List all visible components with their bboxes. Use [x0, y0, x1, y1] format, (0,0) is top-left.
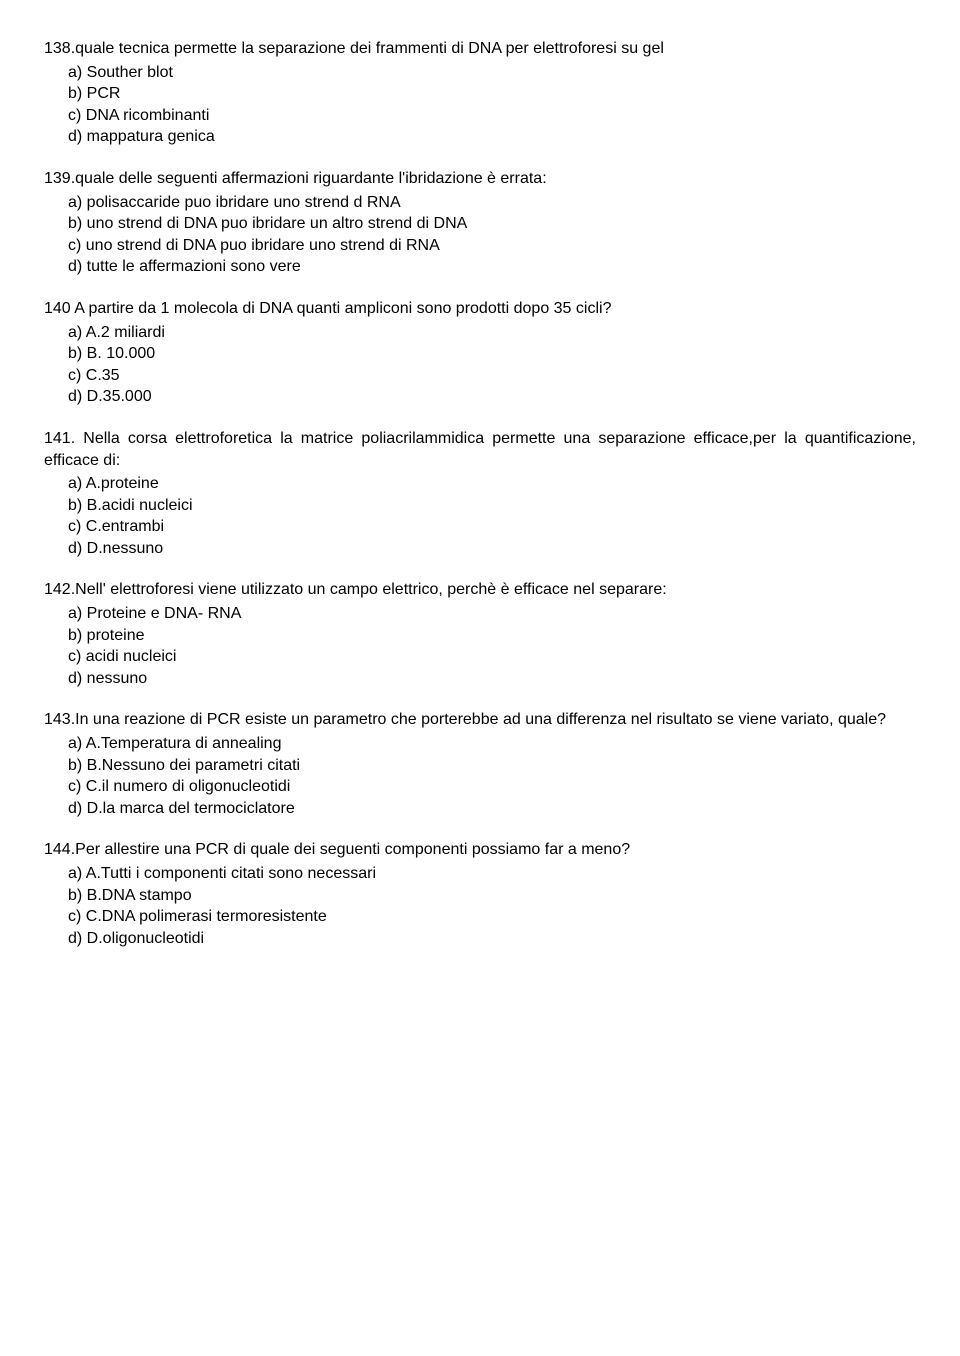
option-item: b) B.Nessuno dei parametri citati: [68, 755, 916, 777]
options-list: a) polisaccaride puo ibridare uno strend…: [44, 192, 916, 278]
option-item: d) mappatura genica: [68, 126, 916, 148]
option-item: a) Proteine e DNA- RNA: [68, 603, 916, 625]
question-text: 138.quale tecnica permette la separazion…: [44, 38, 916, 60]
question-text: 139.quale delle seguenti affermazioni ri…: [44, 168, 916, 190]
options-list: a) A.2 miliardib) B. 10.000c) C.35d) D.3…: [44, 322, 916, 408]
document-body: 138.quale tecnica permette la separazion…: [44, 38, 916, 949]
question-block: 139.quale delle seguenti affermazioni ri…: [44, 168, 916, 278]
question-block: 138.quale tecnica permette la separazion…: [44, 38, 916, 148]
options-list: a) Proteine e DNA- RNAb) proteinec) acid…: [44, 603, 916, 689]
options-list: a) A.Temperatura di annealingb) B.Nessun…: [44, 733, 916, 819]
option-item: c) C.entrambi: [68, 516, 916, 538]
option-item: a) polisaccaride puo ibridare uno strend…: [68, 192, 916, 214]
option-item: c) C.35: [68, 365, 916, 387]
question-block: 142.Nell' elettroforesi viene utilizzato…: [44, 579, 916, 689]
option-item: a) Souther blot: [68, 62, 916, 84]
option-item: d) D.la marca del termociclatore: [68, 798, 916, 820]
option-item: b) uno strend di DNA puo ibridare un alt…: [68, 213, 916, 235]
options-list: a) A.Tutti i componenti citati sono nece…: [44, 863, 916, 949]
option-item: c) DNA ricombinanti: [68, 105, 916, 127]
question-block: 143.In una reazione di PCR esiste un par…: [44, 709, 916, 819]
option-item: a) A.proteine: [68, 473, 916, 495]
option-item: b) proteine: [68, 625, 916, 647]
option-item: b) B. 10.000: [68, 343, 916, 365]
option-item: d) nessuno: [68, 668, 916, 690]
question-block: 144.Per allestire una PCR di quale dei s…: [44, 839, 916, 949]
question-text: 141. Nella corsa elettroforetica la matr…: [44, 428, 916, 471]
options-list: a) Souther blotb) PCRc) DNA ricombinanti…: [44, 62, 916, 148]
option-item: d) D.nessuno: [68, 538, 916, 560]
option-item: b) B.acidi nucleici: [68, 495, 916, 517]
question-text: 144.Per allestire una PCR di quale dei s…: [44, 839, 916, 861]
option-item: b) PCR: [68, 83, 916, 105]
question-text: 143.In una reazione di PCR esiste un par…: [44, 709, 916, 731]
option-item: d) tutte le affermazioni sono vere: [68, 256, 916, 278]
question-block: 141. Nella corsa elettroforetica la matr…: [44, 428, 916, 560]
option-item: a) A.2 miliardi: [68, 322, 916, 344]
question-text: 140 A partire da 1 molecola di DNA quant…: [44, 298, 916, 320]
option-item: b) B.DNA stampo: [68, 885, 916, 907]
option-item: c) acidi nucleici: [68, 646, 916, 668]
options-list: a) A.proteineb) B.acidi nucleicic) C.ent…: [44, 473, 916, 559]
option-item: c) C.DNA polimerasi termoresistente: [68, 906, 916, 928]
option-item: a) A.Temperatura di annealing: [68, 733, 916, 755]
option-item: a) A.Tutti i componenti citati sono nece…: [68, 863, 916, 885]
option-item: d) D.35.000: [68, 386, 916, 408]
option-item: d) D.oligonucleotidi: [68, 928, 916, 950]
question-text: 142.Nell' elettroforesi viene utilizzato…: [44, 579, 916, 601]
option-item: c) uno strend di DNA puo ibridare uno st…: [68, 235, 916, 257]
question-block: 140 A partire da 1 molecola di DNA quant…: [44, 298, 916, 408]
option-item: c) C.il numero di oligonucleotidi: [68, 776, 916, 798]
